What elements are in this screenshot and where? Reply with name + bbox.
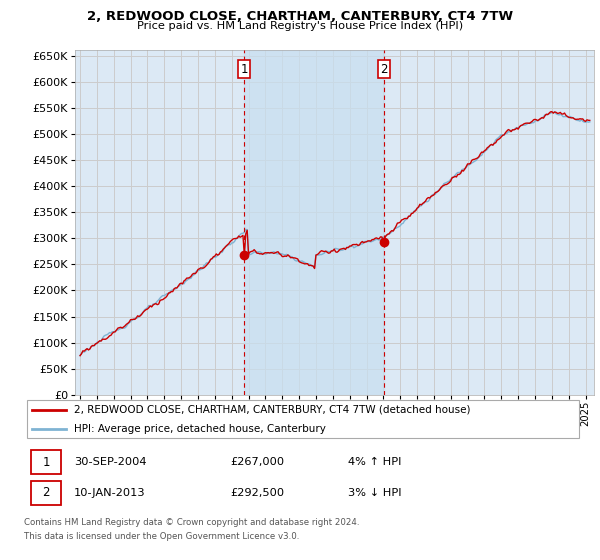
Text: Price paid vs. HM Land Registry's House Price Index (HPI): Price paid vs. HM Land Registry's House … xyxy=(137,21,463,31)
FancyBboxPatch shape xyxy=(31,450,61,474)
FancyBboxPatch shape xyxy=(31,481,61,505)
Text: 2: 2 xyxy=(42,486,50,500)
Text: 2: 2 xyxy=(380,63,388,76)
Text: £292,500: £292,500 xyxy=(230,488,284,498)
Text: £267,000: £267,000 xyxy=(230,457,284,467)
Text: 30-SEP-2004: 30-SEP-2004 xyxy=(74,457,147,467)
Text: 1: 1 xyxy=(42,455,50,469)
FancyBboxPatch shape xyxy=(27,400,579,438)
Bar xyxy=(244,50,384,395)
Text: 10-JAN-2013: 10-JAN-2013 xyxy=(74,488,146,498)
Text: HPI: Average price, detached house, Canterbury: HPI: Average price, detached house, Cant… xyxy=(74,423,326,433)
Text: This data is licensed under the Open Government Licence v3.0.: This data is licensed under the Open Gov… xyxy=(24,532,299,541)
Text: 1: 1 xyxy=(241,63,248,76)
Text: 2, REDWOOD CLOSE, CHARTHAM, CANTERBURY, CT4 7TW: 2, REDWOOD CLOSE, CHARTHAM, CANTERBURY, … xyxy=(87,10,513,23)
Text: 3% ↓ HPI: 3% ↓ HPI xyxy=(347,488,401,498)
Text: 2, REDWOOD CLOSE, CHARTHAM, CANTERBURY, CT4 7TW (detached house): 2, REDWOOD CLOSE, CHARTHAM, CANTERBURY, … xyxy=(74,405,471,415)
Text: Contains HM Land Registry data © Crown copyright and database right 2024.: Contains HM Land Registry data © Crown c… xyxy=(24,518,359,527)
Text: 4% ↑ HPI: 4% ↑ HPI xyxy=(347,457,401,467)
